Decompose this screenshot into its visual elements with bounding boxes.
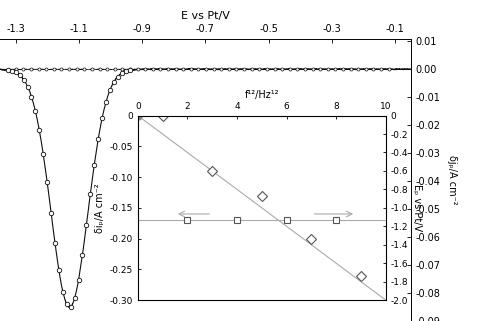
Y-axis label: δjₚ/A cm⁻²: δjₚ/A cm⁻² [447, 155, 457, 204]
X-axis label: f¹²/Hz¹²: f¹²/Hz¹² [244, 90, 279, 100]
Y-axis label: δiₚ/A cm⁻²: δiₚ/A cm⁻² [95, 183, 105, 233]
X-axis label: E vs Pt/V: E vs Pt/V [181, 12, 230, 22]
Y-axis label: Eₚ vs Pt/V: Eₚ vs Pt/V [412, 184, 422, 231]
